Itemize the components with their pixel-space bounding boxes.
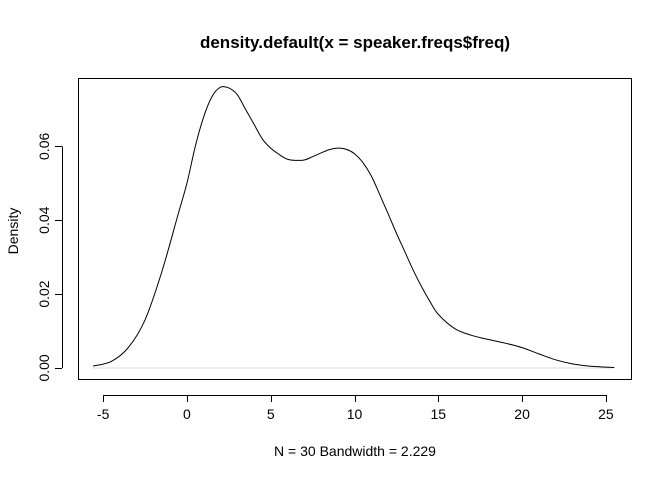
x-tick-label: 5 bbox=[267, 406, 275, 422]
x-tick-label: -5 bbox=[97, 406, 110, 422]
x-tick-label: 20 bbox=[514, 406, 530, 422]
x-tick-label: 10 bbox=[347, 406, 363, 422]
x-tick-label: 15 bbox=[430, 406, 446, 422]
y-tick-label: 0.04 bbox=[36, 206, 52, 233]
y-tick-label: 0.00 bbox=[36, 354, 52, 381]
x-axis-label: N = 30 Bandwidth = 2.229 bbox=[274, 443, 436, 459]
y-tick-label: 0.02 bbox=[36, 280, 52, 307]
y-axis-label: Density bbox=[5, 208, 21, 255]
chart-title: density.default(x = speaker.freqs$freq) bbox=[200, 33, 510, 52]
y-tick-label: 0.06 bbox=[36, 132, 52, 159]
x-tick-label: 0 bbox=[183, 406, 191, 422]
plot-frame bbox=[78, 78, 632, 380]
density-curve bbox=[92, 86, 615, 369]
x-tick-label: 25 bbox=[598, 406, 614, 422]
plot-layer: -5 0 5 10 15 20 25 0.00 0.02 0.04 0.06 bbox=[36, 86, 615, 422]
